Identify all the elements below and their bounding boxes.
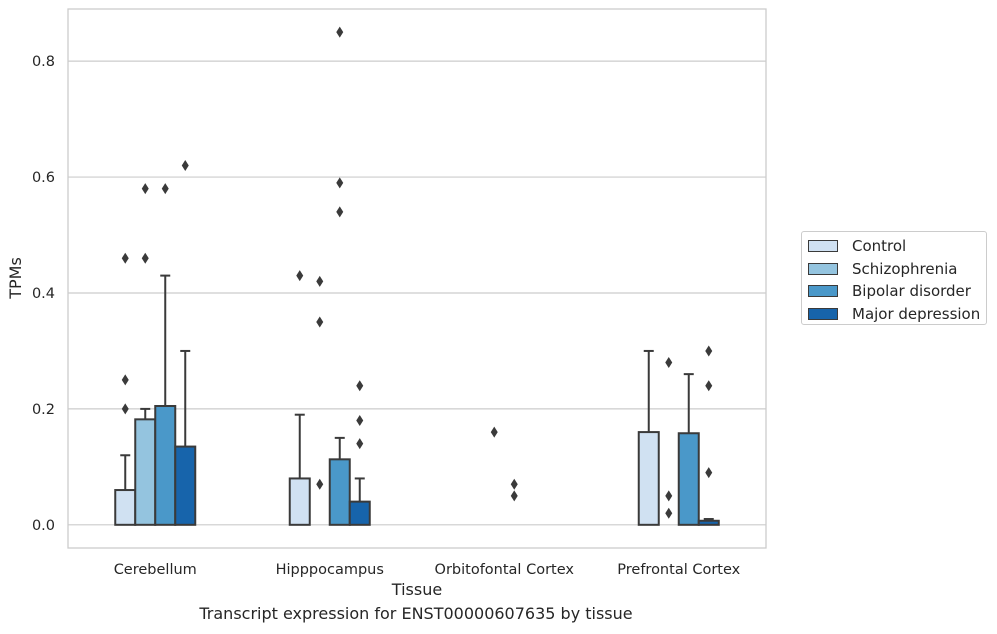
bar-control-prefrontal-cortex	[637, 431, 660, 526]
outlier-point	[705, 380, 713, 392]
outlier-point	[121, 403, 129, 415]
legend-item-control: Control	[808, 235, 986, 258]
y-tick-label: 0.0	[32, 518, 55, 534]
bar-bipolar-disorder-prefrontal-cortex	[677, 432, 700, 526]
x-axis-label: Tissue	[391, 580, 442, 599]
y-tick-label: 0.2	[32, 402, 55, 418]
legend-label-schizophrenia: Schizophrenia	[852, 259, 958, 278]
x-tick-labels: Cerebellum Hipppocampus Orbitofontal Corte…	[114, 562, 741, 578]
outlier-points	[121, 26, 713, 519]
bar-control-hipppocampus	[288, 477, 311, 526]
outlier-point	[316, 275, 324, 287]
x-tick-label-hipppocampus: Hipppocampus	[276, 562, 384, 578]
outlier-point	[356, 438, 364, 450]
outlier-point	[141, 252, 149, 264]
outlier-point	[356, 414, 364, 426]
y-tick-label: 0.6	[32, 170, 55, 186]
bar-bipolar-disorder-hipppocampus	[328, 458, 351, 526]
error-bars	[120, 274, 714, 521]
outlier-point	[336, 177, 344, 189]
outlier-point	[316, 478, 324, 490]
outlier-point	[121, 374, 129, 386]
legend-item-bipolar-disorder: Bipolar disorder	[808, 280, 986, 303]
outlier-point	[490, 426, 498, 438]
outlier-point	[510, 490, 518, 502]
legend-swatch-schizophrenia	[808, 262, 838, 275]
outlier-point	[665, 507, 673, 519]
outlier-point	[181, 159, 189, 171]
legend-swatch-major-depression	[808, 307, 838, 320]
legend: Control Schizophrenia Bipolar disorder M…	[801, 231, 987, 325]
outlier-point	[705, 467, 713, 479]
outlier-point	[510, 478, 518, 490]
x-tick-label-orbitofontal-cortex: Orbitofontal Cortex	[435, 562, 575, 578]
plot-frame	[67, 8, 767, 549]
outlier-point	[121, 252, 129, 264]
outlier-point	[141, 183, 149, 195]
y-tick-label: 0.8	[32, 54, 55, 70]
outlier-point	[296, 270, 304, 282]
outlier-point	[665, 357, 673, 369]
outlier-point	[356, 380, 364, 392]
bar-major-depression-prefrontal-cortex	[697, 519, 720, 526]
legend-label-control: Control	[852, 237, 907, 256]
legend-swatch-control	[808, 240, 838, 253]
legend-item-major-depression: Major depression	[808, 303, 986, 326]
chart-title: Transcript expression for ENST0000060763…	[199, 604, 633, 623]
y-tick-labels: 0.0 0.2 0.4 0.6 0.8	[32, 54, 55, 534]
legend-swatch-bipolar-disorder	[808, 285, 838, 298]
outlier-point	[316, 316, 324, 328]
bar-control-cerebellum	[114, 489, 137, 526]
outlier-point	[161, 183, 169, 195]
bar-bipolar-disorder-cerebellum	[154, 405, 177, 526]
x-tick-label-cerebellum: Cerebellum	[114, 562, 197, 578]
x-tick-label-prefrontal-cortex: Prefrontal Cortex	[617, 562, 740, 578]
outlier-point	[705, 345, 713, 357]
outlier-point	[665, 490, 673, 502]
legend-item-schizophrenia: Schizophrenia	[808, 258, 986, 281]
bar-major-depression-cerebellum	[174, 445, 197, 526]
bar-major-depression-hipppocampus	[348, 500, 371, 526]
outlier-point	[336, 206, 344, 218]
y-tick-label: 0.4	[32, 286, 55, 302]
bars	[114, 405, 720, 526]
legend-label-major-depression: Major depression	[852, 304, 981, 323]
bar-schizophrenia-cerebellum	[134, 418, 157, 526]
y-axis-label: TPMs	[6, 257, 25, 300]
outlier-point	[336, 26, 344, 38]
legend-label-bipolar-disorder: Bipolar disorder	[852, 282, 971, 301]
